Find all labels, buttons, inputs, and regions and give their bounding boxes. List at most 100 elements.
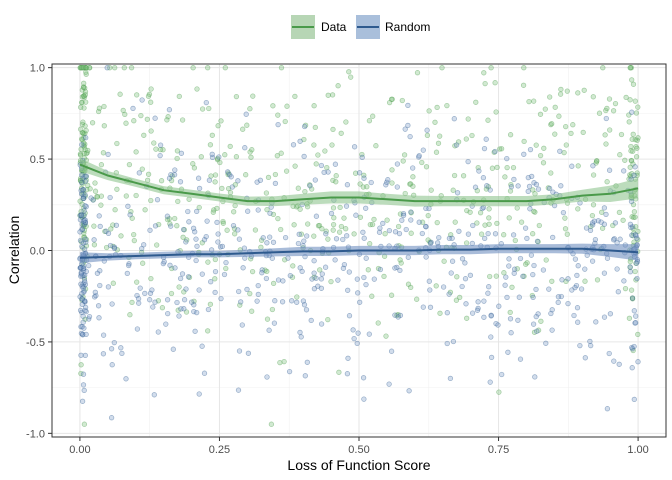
data-point [486,206,492,212]
data-point [617,236,623,242]
data-point [482,80,488,87]
data-point [330,227,336,233]
data-point [127,312,133,318]
data-point [252,227,259,233]
data-point [548,121,554,128]
data-point [627,65,634,71]
data-point [330,126,336,133]
data-point [546,185,553,192]
data-point [474,188,480,194]
data-point [79,296,85,302]
data-point [82,286,89,292]
data-point [361,235,367,241]
legend-item-random[interactable]: Random [356,15,430,39]
data-point [325,92,331,98]
data-point [134,292,140,299]
data-point [440,284,447,290]
data-point [630,148,636,154]
data-point [453,297,460,303]
data-point [464,207,470,214]
data-point [603,211,609,218]
data-point [194,208,200,215]
x-tick-label: 1.00 [627,444,648,456]
data-point [130,105,136,112]
data-point [77,229,83,235]
data-point [408,230,414,236]
data-point [179,271,186,277]
data-point [81,105,87,111]
data-point [475,299,481,305]
data-point [582,278,588,284]
data-point [627,258,633,265]
data-point [595,218,601,224]
data-point [371,276,377,282]
data-point [95,303,102,309]
data-point [294,299,300,305]
data-point [190,225,197,231]
data-point [194,309,200,316]
data-point [80,272,87,279]
data-point [629,136,635,142]
data-point [375,265,382,272]
data-point [491,149,497,155]
data-point [79,226,85,232]
data-point [303,307,310,313]
data-point [425,212,431,219]
data-point [272,298,278,304]
data-point [511,266,518,272]
data-point [601,314,608,320]
data-point [199,271,205,277]
data-point [465,116,471,122]
data-point [604,179,610,185]
data-point [77,212,83,219]
data-point [434,219,440,226]
data-point [123,376,129,382]
data-point [278,65,285,71]
data-point [627,65,633,71]
data-point [78,362,84,368]
data-point [467,209,473,215]
data-point [501,270,507,276]
data-point [309,186,315,192]
data-point [77,152,84,158]
data-point [428,239,434,245]
data-point [81,221,87,227]
data-point [563,142,569,148]
data-point [330,221,337,228]
data-point [534,238,541,244]
data-point [258,237,265,243]
data-point [629,296,636,302]
data-point [351,335,357,342]
data-point [627,164,633,170]
data-point [77,198,83,204]
data-point [311,274,317,280]
data-point [511,176,517,183]
data-point [447,375,454,382]
data-point [483,136,489,142]
data-point [79,94,86,100]
data-point [81,140,87,146]
data-point [467,272,474,278]
data-point [172,167,178,173]
data-point [83,65,89,71]
legend-item-data[interactable]: Data [291,15,347,39]
data-point [209,154,216,161]
data-point [87,65,93,71]
data-point [188,299,195,305]
data-point [481,70,487,76]
data-point [423,254,429,260]
data-point [111,339,117,346]
data-point [78,126,84,132]
data-point [311,258,317,264]
data-point [410,165,416,171]
data-point [524,235,530,242]
data-point [78,187,84,194]
data-point [148,197,154,204]
data-point [278,150,284,156]
data-point [533,181,540,188]
data-point [482,235,488,242]
data-point [168,171,174,178]
data-point [369,293,375,299]
data-point [575,206,581,212]
